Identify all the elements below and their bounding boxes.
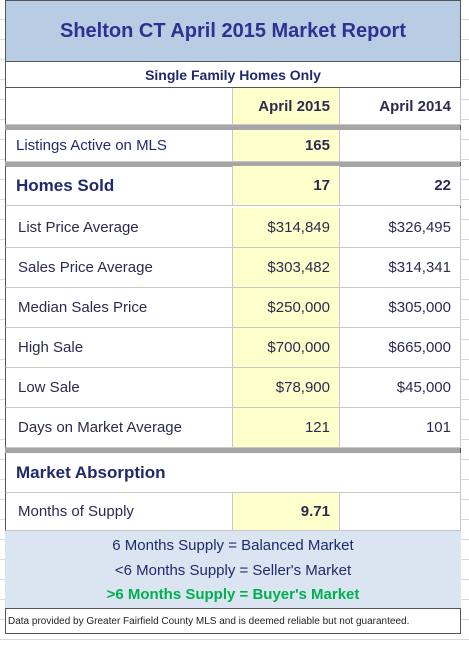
note: 6 Months Supply = Balanced Market	[112, 537, 354, 554]
row-value: $250,000	[233, 288, 340, 328]
row-value: April 2015	[233, 88, 340, 125]
title: Shelton CT April 2015 Market Report	[60, 19, 406, 42]
row-value: $45,000	[340, 368, 461, 408]
title-band: Shelton CT April 2015 Market Report	[5, 0, 461, 62]
row-value	[340, 130, 461, 162]
row-label: Median Sales Price	[5, 288, 233, 328]
note: >6 Months Supply = Buyer's Market	[106, 586, 360, 603]
row-value: $78,900	[233, 368, 340, 408]
row-label: Low Sale	[5, 368, 233, 408]
row-value: $314,849	[233, 208, 340, 248]
row-value: $303,482	[233, 248, 340, 288]
row-label: Listings Active on MLS	[5, 130, 233, 162]
row-label: High Sale	[5, 328, 233, 368]
row-value: $326,495	[340, 208, 461, 248]
row-label: Sales Price Average	[5, 248, 233, 288]
row-value: $314,341	[340, 248, 461, 288]
row-value: 9.71	[233, 493, 340, 531]
row-label: Homes Sold	[5, 166, 233, 206]
separator	[5, 125, 460, 130]
separator	[5, 162, 460, 167]
row-value	[340, 493, 461, 531]
row-value: $700,000	[233, 328, 340, 368]
row-label: Months of Supply	[5, 493, 233, 531]
row-value: $305,000	[340, 288, 461, 328]
notes: 6 Months Supply = Balanced Market <6 Mon…	[5, 531, 461, 609]
row-value: $665,000	[340, 328, 461, 368]
row-value: 121	[233, 408, 340, 448]
row-value: 101	[340, 408, 461, 448]
row-value: 17	[233, 166, 340, 206]
row-value: April 2014	[340, 88, 461, 125]
note: <6 Months Supply = Seller's Market	[114, 562, 352, 579]
subtitle-row: Single Family Homes Only	[5, 62, 461, 88]
row-label	[5, 88, 233, 125]
separator	[5, 448, 460, 453]
row-label: List Price Average	[5, 208, 233, 248]
section-heading: Market Absorption	[5, 453, 461, 493]
row-value: 22	[340, 166, 461, 206]
row-label: Days on Market Average	[5, 408, 233, 448]
subtitle: Single Family Homes Only	[145, 66, 321, 83]
footer: Data provided by Greater Fairfield Count…	[8, 616, 410, 627]
row-value: 165	[233, 130, 340, 162]
